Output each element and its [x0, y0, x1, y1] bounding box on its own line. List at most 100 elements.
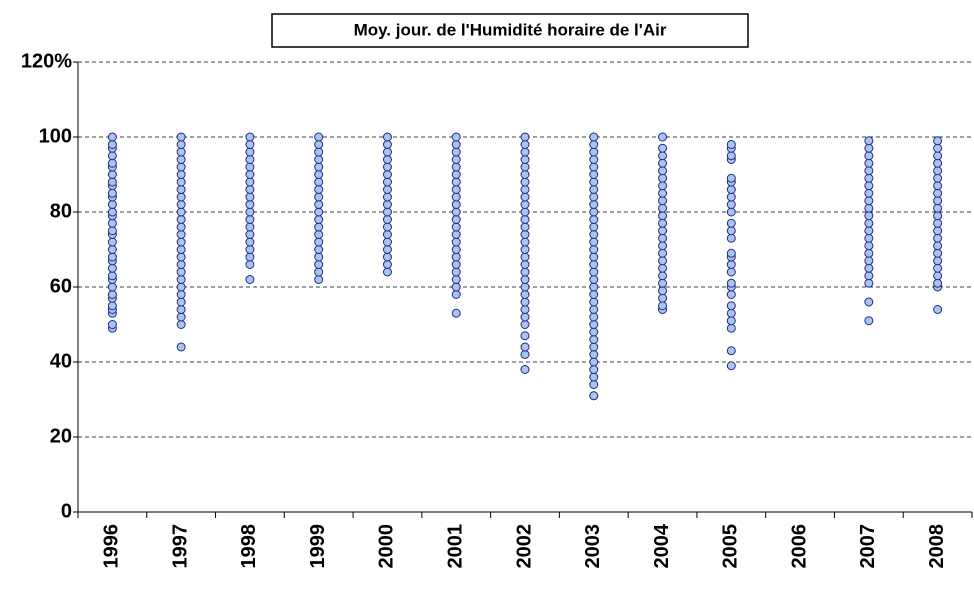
- point: [933, 233, 943, 243]
- point: [107, 132, 117, 142]
- point: [726, 301, 736, 311]
- point: [658, 256, 668, 266]
- point: [314, 147, 324, 157]
- x-tick-label: 1999: [307, 524, 329, 569]
- point: [245, 170, 255, 179]
- point: [520, 275, 530, 284]
- point: [382, 132, 392, 142]
- point: [658, 188, 668, 198]
- point: [451, 185, 461, 194]
- point: [314, 222, 324, 232]
- point: [107, 301, 117, 311]
- point: [382, 185, 392, 194]
- point: [107, 151, 117, 161]
- point: [245, 260, 255, 269]
- point: [589, 335, 599, 344]
- point: [589, 245, 599, 254]
- point: [245, 155, 255, 164]
- point: [382, 192, 392, 202]
- point: [726, 323, 736, 333]
- point: [933, 271, 943, 281]
- point: [658, 132, 668, 142]
- point: [726, 260, 736, 269]
- x-tick-label: 2008: [926, 524, 948, 569]
- point: [864, 173, 874, 183]
- point: [176, 132, 186, 142]
- point: [658, 278, 668, 288]
- point: [520, 260, 530, 269]
- point: [589, 275, 599, 284]
- point: [589, 237, 599, 247]
- point: [314, 215, 324, 224]
- point: [589, 132, 599, 142]
- point: [589, 215, 599, 224]
- point: [520, 215, 530, 224]
- point: [451, 275, 461, 284]
- point: [451, 200, 461, 209]
- y-tick-label: 20: [50, 425, 72, 447]
- point: [176, 320, 186, 329]
- point: [726, 316, 736, 326]
- point: [658, 301, 668, 311]
- point: [864, 241, 874, 251]
- point: [451, 147, 461, 157]
- point: [520, 155, 530, 164]
- y-tick-label: 120%: [21, 50, 72, 72]
- point: [107, 252, 117, 262]
- point: [589, 357, 599, 367]
- point: [382, 237, 392, 247]
- point: [589, 342, 599, 352]
- point: [933, 305, 943, 314]
- point: [933, 256, 943, 266]
- point: [314, 200, 324, 209]
- point: [107, 282, 117, 292]
- x-tick-label: 2007: [857, 524, 879, 569]
- point: [176, 147, 186, 157]
- point: [864, 188, 874, 198]
- point: [176, 312, 186, 322]
- point: [520, 282, 530, 292]
- point: [520, 192, 530, 202]
- point: [107, 207, 117, 217]
- point: [589, 192, 599, 202]
- point: [107, 290, 117, 299]
- point: [589, 252, 599, 262]
- point: [245, 200, 255, 209]
- point: [589, 155, 599, 164]
- point: [245, 252, 255, 262]
- point: [245, 185, 255, 194]
- y-tick-label: 100: [39, 125, 72, 147]
- point: [520, 132, 530, 142]
- point: [726, 267, 736, 277]
- point: [520, 207, 530, 217]
- point: [864, 218, 874, 228]
- point: [314, 132, 324, 142]
- point: [726, 290, 736, 299]
- point: [864, 271, 874, 281]
- point: [107, 188, 117, 198]
- point: [726, 192, 736, 202]
- point: [520, 222, 530, 232]
- point: [451, 177, 461, 187]
- point: [726, 200, 736, 209]
- point: [107, 170, 117, 179]
- point: [176, 155, 186, 164]
- point: [451, 222, 461, 232]
- point: [658, 226, 668, 236]
- point: [520, 230, 530, 239]
- point: [933, 188, 943, 198]
- point: [589, 147, 599, 157]
- x-tick-label: 2004: [651, 523, 673, 568]
- point: [176, 275, 186, 284]
- point: [520, 185, 530, 194]
- point: [589, 380, 599, 389]
- point: [589, 185, 599, 194]
- point: [658, 151, 668, 161]
- point: [451, 290, 461, 299]
- point: [658, 158, 668, 168]
- point: [864, 196, 874, 206]
- point: [726, 233, 736, 243]
- point: [520, 290, 530, 299]
